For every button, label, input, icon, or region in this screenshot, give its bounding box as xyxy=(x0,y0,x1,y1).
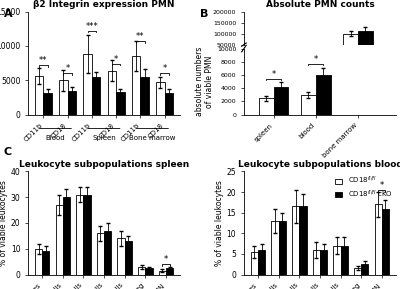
Y-axis label: % of viable leukocytes: % of viable leukocytes xyxy=(215,180,224,266)
Bar xyxy=(313,250,320,275)
Text: *: * xyxy=(271,70,276,79)
Bar xyxy=(156,82,165,115)
Text: Blood: Blood xyxy=(46,135,65,141)
Legend: CD18$^{fl/fl}$, CD18$^{fl/fl}$ cKO: CD18$^{fl/fl}$, CD18$^{fl/fl}$ cKO xyxy=(335,175,392,200)
Text: *: * xyxy=(114,55,118,64)
Bar xyxy=(333,246,341,275)
Text: **: ** xyxy=(136,32,145,41)
Text: *: * xyxy=(162,64,167,73)
Bar xyxy=(361,264,368,275)
Bar xyxy=(104,231,111,275)
Text: B: B xyxy=(200,9,208,19)
Bar xyxy=(292,206,299,275)
Bar xyxy=(166,268,173,275)
Bar xyxy=(116,92,125,115)
Text: *: * xyxy=(380,181,384,190)
Bar xyxy=(354,268,361,275)
Bar xyxy=(320,250,327,275)
Bar xyxy=(42,251,49,275)
Bar xyxy=(165,93,173,115)
Text: A: A xyxy=(4,9,13,19)
Bar xyxy=(125,241,132,275)
Bar xyxy=(76,194,83,275)
Bar xyxy=(59,80,68,115)
Bar xyxy=(108,71,116,115)
Bar xyxy=(382,209,389,275)
Bar xyxy=(272,221,279,275)
Bar xyxy=(341,246,348,275)
Bar xyxy=(274,87,288,115)
Bar xyxy=(251,252,258,275)
Bar xyxy=(92,77,100,115)
Bar xyxy=(97,233,104,275)
Bar xyxy=(138,267,145,275)
Bar xyxy=(35,76,44,115)
Text: *: * xyxy=(66,64,70,73)
Bar xyxy=(140,77,149,115)
Bar xyxy=(68,91,76,115)
Title: Leukocyte subpopulations blood: Leukocyte subpopulations blood xyxy=(238,160,400,169)
Bar xyxy=(259,98,274,115)
Bar xyxy=(56,205,63,275)
Bar xyxy=(375,204,382,275)
Bar xyxy=(159,271,166,275)
Text: **: ** xyxy=(39,56,48,65)
Y-axis label: % of viable leukocytes: % of viable leukocytes xyxy=(0,180,8,266)
Bar xyxy=(118,238,125,275)
Bar xyxy=(301,95,316,115)
Text: *: * xyxy=(314,55,318,64)
Bar xyxy=(358,32,373,56)
Bar xyxy=(63,197,70,275)
Bar xyxy=(258,250,265,275)
Bar xyxy=(83,194,91,275)
Bar xyxy=(343,34,358,56)
Text: Spleen: Spleen xyxy=(92,135,116,141)
Bar xyxy=(44,93,52,115)
Bar xyxy=(132,56,140,115)
Bar xyxy=(279,221,286,275)
Bar xyxy=(84,54,92,115)
Text: Bone marrow: Bone marrow xyxy=(129,135,176,141)
Y-axis label: absolute numbers
of viable PMN: absolute numbers of viable PMN xyxy=(195,47,214,116)
Bar xyxy=(316,75,330,115)
Bar xyxy=(299,206,306,275)
Title: Leukocyte subpopulations spleen: Leukocyte subpopulations spleen xyxy=(19,160,189,169)
Text: C: C xyxy=(4,147,12,158)
Bar xyxy=(145,268,152,275)
Bar xyxy=(35,249,42,275)
Text: ***: *** xyxy=(86,22,98,31)
Title: β2 Integrin expression PMN: β2 Integrin expression PMN xyxy=(33,0,175,10)
Title: Absolute PMN counts: Absolute PMN counts xyxy=(266,0,374,10)
Text: *: * xyxy=(164,255,168,264)
